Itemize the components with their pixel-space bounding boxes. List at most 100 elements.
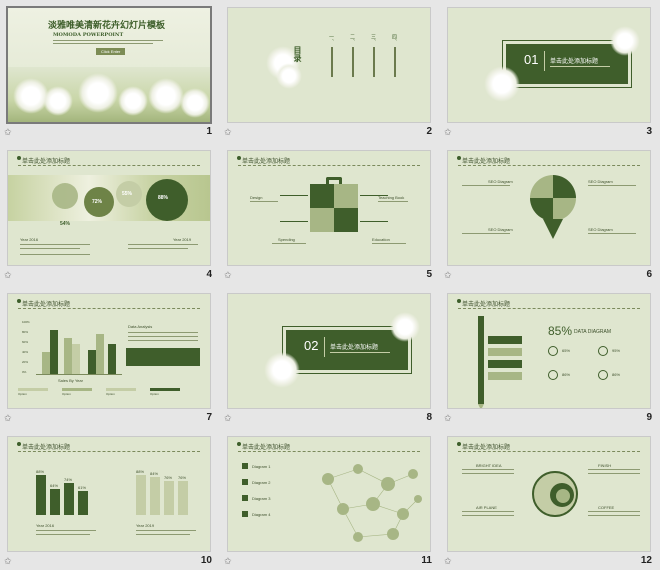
diagram-label: SEO Diagram: [488, 179, 513, 184]
small-percent: 65%: [562, 348, 571, 353]
legend: Option Option Option Option: [18, 388, 180, 396]
slide-11-canvas[interactable]: 单击此处添加标题 Diagram 1 Diagram 2 Diagram 3 D…: [228, 437, 430, 551]
slide-thumb-6[interactable]: 单击此处添加标题 SEO Diagram SEO Diagram SEO Dia…: [440, 143, 660, 286]
slide-thumb-5[interactable]: 单击此处添加标题 Design Teaching Book Spending E…: [220, 143, 440, 286]
slide-1-subtitle: MOMODA POWERPOINT: [53, 32, 124, 38]
transition-star-icon: ✩: [4, 414, 12, 424]
section-frame: [282, 326, 412, 374]
legend-label: Option: [150, 392, 159, 396]
slide-number: 3: [646, 126, 652, 137]
slide-thumb-10[interactable]: 单击此处添加标题 88% 64% 74% 61% 88% 84% 76% 76%…: [0, 429, 220, 570]
y-tick: 100%: [22, 320, 30, 324]
year-label: Year 2016: [20, 237, 39, 242]
year-label: Year 2019: [136, 523, 155, 528]
section-banner: [506, 44, 628, 84]
slide-header: 单击此处添加标题: [22, 444, 71, 451]
transition-star-icon: ✩: [444, 128, 452, 138]
slide-9-canvas[interactable]: 单击此处添加标题 85% DATA DIAGRAM 65% 95% 86% 86…: [448, 294, 650, 408]
bar-value: 84%: [150, 471, 159, 476]
toc-item: 四、: [391, 34, 397, 44]
slide-number: 9: [646, 412, 652, 423]
slide-thumb-1[interactable]: 淡雅唯美清新花卉幻灯片模板 MOMODA POWERPOINT Click En…: [0, 0, 220, 143]
stat-percent: 88%: [158, 195, 169, 201]
sphere-label: FINISH: [598, 463, 612, 468]
slide-3-canvas[interactable]: 01 单击此处添加标题: [448, 8, 650, 122]
diagram-item: Diagram 2: [252, 479, 271, 485]
slide-thumb-9[interactable]: 单击此处添加标题 85% DATA DIAGRAM 65% 95% 86% 86…: [440, 286, 660, 429]
transition-star-icon: ✩: [444, 271, 452, 281]
section-banner: [286, 330, 408, 370]
slide-12-canvas[interactable]: 单击此处添加标题 BRIGHT IDEA FINISH AIR PLANE CO…: [448, 437, 650, 551]
bar-value: 61%: [78, 485, 87, 490]
slide-1-canvas[interactable]: 淡雅唯美清新花卉幻灯片模板 MOMODA POWERPOINT Click En…: [8, 8, 210, 122]
bar-value: 76%: [164, 475, 173, 480]
slide-number: 10: [200, 555, 212, 566]
diagram-list: Diagram 1 Diagram 2 Diagram 3 Diagram 4: [242, 463, 270, 517]
puzzle-label: Spending: [278, 237, 295, 242]
legend-label: Option: [106, 392, 115, 396]
slide-thumb-4[interactable]: 单击此处添加标题 54% 72% 55% 88% Year 2016 Year …: [0, 143, 220, 286]
slide-thumb-8[interactable]: 02 单击此处添加标题 ✩ 8: [220, 286, 440, 429]
diagram-label: SEO Diagram: [488, 227, 513, 232]
diagram-item: Diagram 4: [252, 511, 271, 517]
slide-number: 8: [426, 412, 432, 423]
transition-star-icon: ✩: [4, 557, 12, 567]
slide-thumb-12[interactable]: 单击此处添加标题 BRIGHT IDEA FINISH AIR PLANE CO…: [440, 429, 660, 570]
slide-4-canvas[interactable]: 单击此处添加标题 54% 72% 55% 88% Year 2016 Year …: [8, 151, 210, 265]
slide-number: 1: [206, 126, 212, 137]
transition-star-icon: ✩: [224, 414, 232, 424]
big-percent: 85%: [548, 324, 573, 338]
puzzle-label: Design: [250, 195, 263, 200]
lily-flower-icon: [78, 73, 118, 113]
transition-star-icon: ✩: [4, 128, 12, 138]
slide-7-canvas[interactable]: 单击此处添加标题 100% 80% 60% 40% 20% 0% Sales B…: [8, 294, 210, 408]
lily-flower-icon: [118, 86, 148, 116]
small-percent: 86%: [562, 372, 571, 377]
puzzle-label: Teaching Book: [378, 195, 405, 200]
slide-thumb-3[interactable]: 01 单击此处添加标题 ✩ 3: [440, 0, 660, 143]
slide-header: 单击此处添加标题: [242, 158, 291, 165]
transition-star-icon: ✩: [444, 557, 452, 567]
slide-thumb-11[interactable]: 单击此处添加标题 Diagram 1 Diagram 2 Diagram 3 D…: [220, 429, 440, 570]
slide-number: 2: [426, 126, 432, 137]
slide-1-title: 淡雅唯美清新花卉幻灯片模板: [48, 21, 166, 31]
slide-thumb-2[interactable]: 目录 一、 二、 三、 四、 ✩ 2: [220, 0, 440, 143]
x-axis-label: Sales By Year: [58, 378, 83, 383]
y-tick: 80%: [22, 330, 29, 334]
bar-value: 88%: [36, 469, 45, 474]
bar-value: 88%: [136, 469, 145, 474]
bar-value: 64%: [50, 483, 59, 488]
lily-flower-icon: [390, 312, 420, 342]
slide-number: 7: [206, 412, 212, 423]
sphere-label: BRIGHT IDEA: [476, 463, 502, 468]
slide-thumb-7[interactable]: 单击此处添加标题 100% 80% 60% 40% 20% 0% Sales B…: [0, 286, 220, 429]
sphere-label: AIR PLANE: [476, 505, 497, 510]
slide-10-canvas[interactable]: 单击此处添加标题 88% 64% 74% 61% 88% 84% 76% 76%…: [8, 437, 210, 551]
slide-number: 6: [646, 269, 652, 280]
slide-header: 单击此处添加标题: [242, 444, 291, 451]
legend-label: Option: [18, 392, 27, 396]
toc-item: 二、: [349, 34, 355, 44]
y-tick: 40%: [22, 350, 29, 354]
stat-percent: 55%: [122, 191, 133, 197]
slide-8-canvas[interactable]: 02 单击此处添加标题: [228, 294, 430, 408]
section-number: 02: [304, 338, 319, 353]
slide-number: 4: [206, 269, 212, 280]
slide-number: 5: [426, 269, 432, 280]
slide-6-canvas[interactable]: 单击此处添加标题 SEO Diagram SEO Diagram SEO Dia…: [448, 151, 650, 265]
slide-number: 11: [421, 555, 432, 566]
analysis-title: Data Analysis: [128, 324, 153, 329]
lily-flower-icon: [264, 352, 300, 388]
slide-1-enter-button: Click Enter: [96, 48, 126, 55]
lily-flower-icon: [148, 78, 184, 114]
slide-2-canvas[interactable]: 目录 一、 二、 三、 四、: [228, 8, 430, 122]
legend-label: Option: [62, 392, 71, 396]
slide-5-canvas[interactable]: 单击此处添加标题 Design Teaching Book Spending E…: [228, 151, 430, 265]
network-diagram-icon: [322, 464, 422, 542]
slide-number: 12: [640, 555, 652, 566]
diagram-label: SEO Diagram: [588, 227, 613, 232]
briefcase-puzzle-icon: [310, 177, 358, 233]
section-frame: [502, 40, 632, 88]
bar-value: 74%: [64, 477, 73, 482]
